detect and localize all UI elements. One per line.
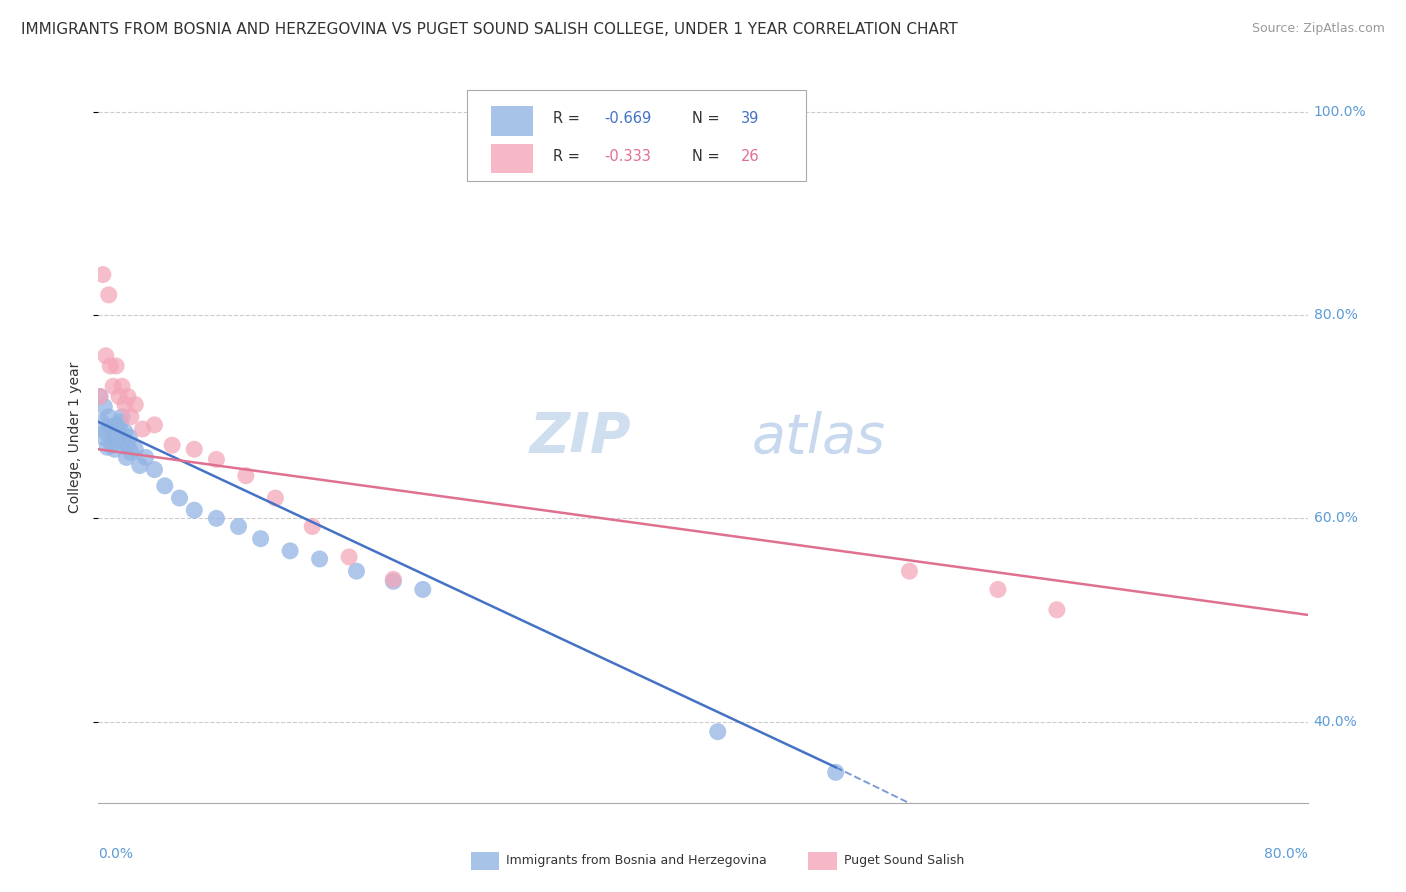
Point	[91, 268, 114, 282]
Point	[987, 582, 1010, 597]
Point	[114, 398, 136, 412]
Point	[91, 430, 114, 444]
Text: -0.669: -0.669	[603, 112, 651, 127]
Point	[235, 468, 257, 483]
Text: 40.0%: 40.0%	[1313, 714, 1357, 729]
Bar	[808, 852, 837, 870]
Point	[111, 379, 134, 393]
Text: 39: 39	[741, 112, 759, 127]
Text: Puget Sound Salish: Puget Sound Salish	[844, 855, 965, 867]
FancyBboxPatch shape	[492, 145, 533, 173]
Text: R =: R =	[553, 149, 585, 164]
Point	[101, 428, 124, 442]
Point	[706, 724, 728, 739]
Point	[118, 430, 141, 444]
Point	[120, 409, 142, 424]
Text: ZIP: ZIP	[529, 410, 630, 464]
Text: 26: 26	[741, 149, 759, 164]
Point	[110, 415, 132, 429]
FancyBboxPatch shape	[492, 106, 533, 136]
Point	[124, 398, 146, 412]
Point	[100, 438, 122, 452]
Bar	[471, 852, 499, 870]
Point	[249, 532, 271, 546]
Point	[98, 420, 121, 434]
Point	[135, 450, 157, 465]
Point	[93, 400, 115, 414]
Point	[205, 511, 228, 525]
Point	[120, 445, 142, 459]
Point	[105, 417, 128, 432]
Point	[117, 389, 139, 403]
Point	[112, 435, 135, 450]
Point	[98, 359, 121, 373]
Point	[228, 519, 250, 533]
Point	[183, 503, 205, 517]
Point	[131, 422, 153, 436]
Point	[160, 438, 183, 452]
Y-axis label: College, Under 1 year: College, Under 1 year	[67, 361, 82, 513]
Point	[143, 417, 166, 432]
Point	[89, 389, 111, 403]
Text: 0.0%: 0.0%	[98, 847, 134, 861]
Point	[169, 491, 191, 505]
Text: N =: N =	[692, 112, 724, 127]
Point	[101, 379, 124, 393]
Point	[128, 458, 150, 473]
Point	[898, 564, 921, 578]
Point	[117, 438, 139, 452]
Point	[153, 479, 176, 493]
Text: Immigrants from Bosnia and Herzegovina: Immigrants from Bosnia and Herzegovina	[506, 855, 766, 867]
Point	[382, 574, 405, 589]
Text: Source: ZipAtlas.com: Source: ZipAtlas.com	[1251, 22, 1385, 36]
FancyBboxPatch shape	[467, 90, 806, 181]
Point	[183, 442, 205, 457]
Point	[143, 462, 166, 476]
Text: N =: N =	[692, 149, 724, 164]
Point	[412, 582, 434, 597]
Point	[94, 349, 117, 363]
Point	[94, 425, 117, 439]
Text: 60.0%: 60.0%	[1313, 511, 1358, 525]
Point	[111, 409, 134, 424]
Point	[264, 491, 287, 505]
Point	[104, 442, 127, 457]
Point	[205, 452, 228, 467]
Point	[90, 415, 112, 429]
Point	[108, 389, 131, 403]
Point	[301, 519, 323, 533]
Point	[105, 359, 128, 373]
Point	[124, 442, 146, 457]
Point	[278, 544, 301, 558]
Text: atlas: atlas	[751, 410, 886, 464]
Point	[115, 450, 138, 465]
Point	[97, 409, 120, 424]
Text: 80.0%: 80.0%	[1313, 308, 1358, 322]
Text: 80.0%: 80.0%	[1264, 847, 1308, 861]
Point	[337, 549, 360, 564]
Text: 100.0%: 100.0%	[1313, 105, 1367, 119]
Point	[308, 552, 330, 566]
Point	[382, 572, 405, 586]
Text: R =: R =	[553, 112, 585, 127]
Point	[97, 288, 120, 302]
Point	[346, 564, 368, 578]
Point	[824, 765, 846, 780]
Point	[96, 440, 118, 454]
Point	[89, 389, 111, 403]
Text: IMMIGRANTS FROM BOSNIA AND HERZEGOVINA VS PUGET SOUND SALISH COLLEGE, UNDER 1 YE: IMMIGRANTS FROM BOSNIA AND HERZEGOVINA V…	[21, 22, 957, 37]
Point	[107, 432, 129, 446]
Point	[108, 422, 131, 436]
Point	[114, 425, 136, 439]
Point	[1046, 603, 1069, 617]
Text: -0.333: -0.333	[603, 149, 651, 164]
